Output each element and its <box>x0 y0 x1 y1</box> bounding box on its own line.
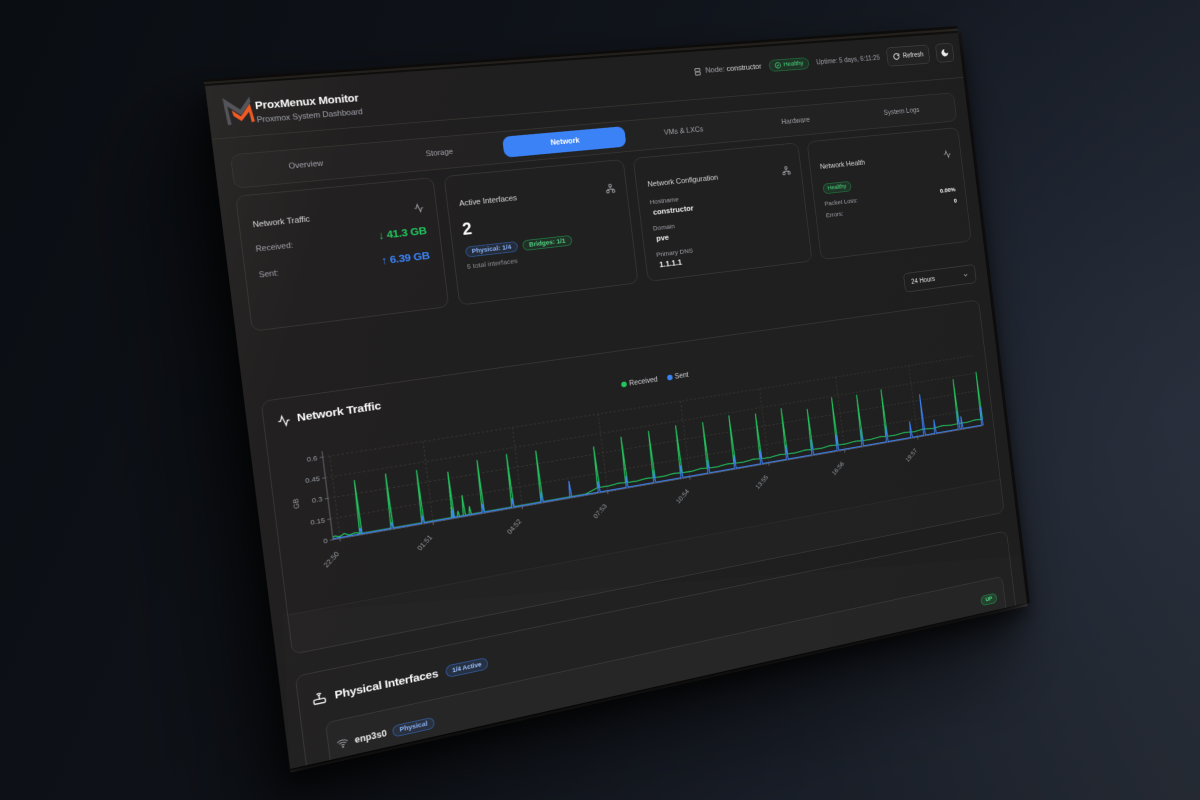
svg-text:0.45: 0.45 <box>305 474 321 485</box>
svg-text:0.6: 0.6 <box>306 454 317 464</box>
svg-text:0: 0 <box>323 536 328 545</box>
svg-text:13:55: 13:55 <box>754 474 770 491</box>
svg-text:19:57: 19:57 <box>904 447 918 463</box>
svg-text:GB: GB <box>291 498 301 510</box>
svg-text:10:54: 10:54 <box>674 487 691 505</box>
svg-text:07:53: 07:53 <box>592 502 609 520</box>
svg-text:22:50: 22:50 <box>322 550 341 569</box>
svg-text:16:56: 16:56 <box>830 460 845 477</box>
svg-text:01:51: 01:51 <box>416 533 434 552</box>
svg-text:04:52: 04:52 <box>505 518 523 536</box>
svg-text:0.15: 0.15 <box>310 516 326 527</box>
svg-text:0.3: 0.3 <box>311 495 322 505</box>
